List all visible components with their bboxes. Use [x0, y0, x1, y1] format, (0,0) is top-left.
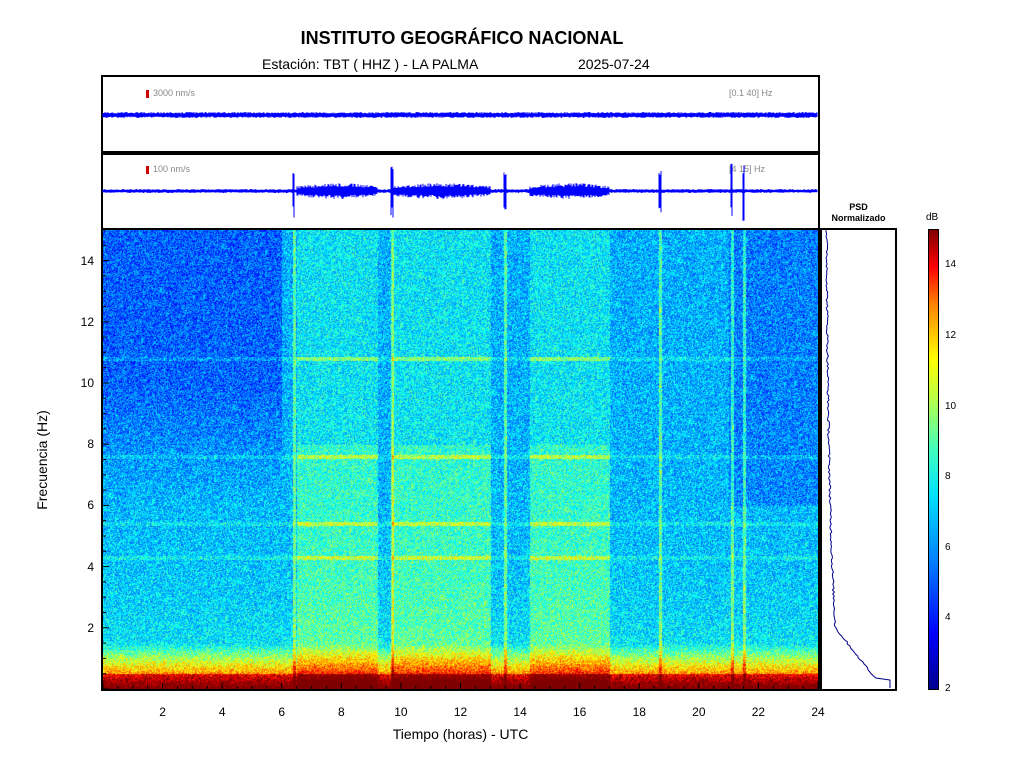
y-tick-label: 8: [87, 437, 94, 452]
filter-band-label: [0.1 40] Hz: [729, 88, 773, 98]
waveform-line: [102, 163, 818, 221]
colorbar-tick-label: 6: [945, 541, 951, 553]
x-tick-label: 6: [278, 705, 286, 719]
x-tick-label: 8: [337, 705, 345, 719]
amplitude-scale-bar: [146, 166, 149, 174]
seismogram-trace-filtered: [102, 163, 818, 221]
colorbar-tick-label: 12: [945, 329, 957, 341]
x-tick-label: 2: [159, 705, 166, 719]
colorbar-tick-label: 10: [945, 400, 957, 412]
psd-title: PSD Normalizado: [820, 202, 897, 224]
x-tick-label: 18: [632, 705, 646, 719]
seismogram-panel-broadband: 3000 nm/s [0.1 40] Hz: [101, 75, 820, 153]
x-tick-label: 22: [751, 705, 766, 719]
chart-title: INSTITUTO GEOGRÁFICO NACIONAL: [300, 28, 624, 48]
x-axis-label: Tiempo (horas) - UTC: [392, 726, 529, 742]
seismogram-trace-broadband: [102, 112, 818, 118]
spectrogram-heatmap: [103, 230, 818, 689]
x-tick-label: 20: [692, 705, 706, 719]
psd-line: [825, 229, 891, 688]
psd-panel: [820, 228, 897, 691]
filter-band-label: [4 15] Hz: [729, 164, 766, 174]
colorbar-tick-label: 8: [945, 471, 951, 483]
x-tick-label: 4: [218, 705, 226, 719]
amplitude-scale-label: 100 nm/s: [153, 164, 191, 174]
date-label: 2025-07-24: [578, 56, 650, 72]
y-tick-label: 10: [80, 376, 94, 390]
y-tick-label: 14: [80, 253, 94, 268]
psd-title-line1: PSD: [849, 202, 868, 212]
seismogram-panel-filtered: 100 nm/s [4 15] Hz: [101, 153, 820, 230]
colorbar: [928, 229, 939, 690]
y-tick-label: 2: [87, 620, 94, 635]
waveform-line: [102, 112, 818, 118]
psd-curve: [825, 229, 891, 688]
x-tick-label: 14: [513, 705, 527, 719]
colorbar-tick-label: 2: [945, 683, 951, 694]
y-tick-label: 6: [87, 498, 94, 513]
y-axis-label: Frecuencia (Hz): [34, 410, 50, 510]
amplitude-scale-bar: [146, 90, 149, 98]
amplitude-scale-label: 3000 nm/s: [153, 88, 196, 98]
station-label: Estación: TBT ( HHZ ) - LA PALMA: [262, 56, 479, 72]
x-tick-label: 12: [453, 705, 468, 719]
y-tick-label: 12: [80, 314, 94, 329]
colorbar-tick-label: 4: [945, 612, 951, 624]
psd-title-line2: Normalizado: [831, 213, 886, 223]
x-tick-label: 24: [811, 705, 825, 719]
colorbar-unit: dB: [926, 212, 939, 223]
colorbar-tick-label: 14: [945, 259, 957, 271]
y-tick-label: 4: [87, 559, 94, 574]
spectrogram-plot: [101, 228, 820, 691]
x-tick-label: 16: [572, 705, 587, 719]
x-tick-label: 10: [394, 705, 408, 719]
